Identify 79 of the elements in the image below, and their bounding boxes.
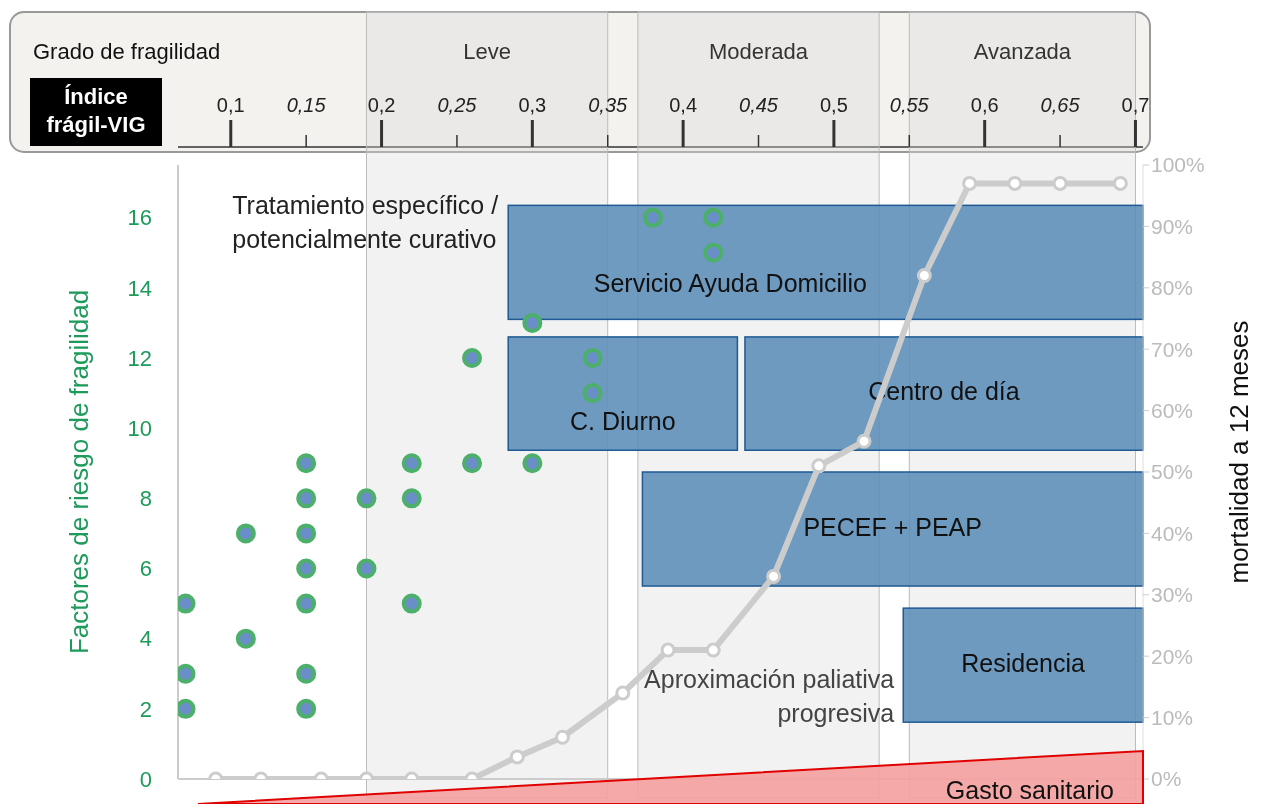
x-tick-label: 0,1: [216, 94, 245, 116]
x-tick-label: 0,35: [588, 94, 629, 116]
annotation: PECEF + PEAP: [803, 512, 982, 541]
x-tick-label: 0,65: [1040, 94, 1081, 116]
y-tick-label: 2: [139, 696, 152, 722]
x-tick-label: 0,3: [518, 94, 547, 116]
point: [703, 242, 724, 263]
y2-tick-label: 0%: [1151, 767, 1182, 791]
point: [1112, 175, 1128, 191]
point: [296, 453, 317, 474]
point: [522, 453, 543, 474]
y-tick-label: 8: [139, 486, 152, 512]
point: [296, 663, 317, 684]
y-tick-label: 14: [127, 275, 152, 301]
annotation: Aproximación paliativa progresiva: [644, 664, 895, 727]
x-tick-label: 0,7: [1121, 94, 1150, 116]
y2-tick-label: 30%: [1151, 583, 1194, 607]
y-tick-label: 12: [127, 345, 152, 371]
text: Grado de fragilidad: [33, 38, 221, 64]
x-tick-label: 0,5: [819, 94, 848, 116]
point: [462, 347, 483, 368]
point: [296, 698, 317, 719]
point: [296, 523, 317, 544]
point: [962, 175, 978, 191]
point: [296, 558, 317, 579]
point: [1007, 175, 1023, 191]
y2-tick-label: 40%: [1151, 521, 1194, 545]
annotation: Residencia: [961, 648, 1086, 677]
y2-tick-label: 80%: [1151, 276, 1194, 300]
point: [462, 453, 483, 474]
point: [235, 523, 256, 544]
point: [356, 488, 377, 509]
band-label: Moderada: [708, 38, 809, 64]
x-axis-title: Índice frágil-VIG: [46, 84, 146, 137]
y-tick-label: 0: [139, 766, 152, 792]
y2-tick-label: 100%: [1151, 153, 1205, 177]
y2-tick-label: 90%: [1151, 214, 1194, 238]
band-label: Leve: [463, 38, 511, 64]
band-label: Avanzada: [973, 38, 1072, 64]
point: [811, 458, 827, 474]
point: [916, 268, 932, 284]
point: [401, 488, 422, 509]
y-tick-label: 10: [127, 415, 152, 441]
point: [766, 568, 782, 584]
y2-tick-label: 10%: [1151, 706, 1194, 730]
y-tick-label: 6: [139, 556, 152, 582]
annotation: Gasto sanitario: [945, 775, 1114, 804]
point: [356, 558, 377, 579]
point: [582, 383, 603, 404]
y-axis-title: Factores de riesgo de fragilidad: [64, 289, 94, 655]
x-tick-label: 0,4: [669, 94, 698, 116]
y-tick-label: 16: [127, 205, 152, 231]
x-tick-label: 0,45: [739, 94, 779, 116]
annotation: Tratamiento específico / potencialmente curativo: [232, 191, 499, 254]
y-tick-label: 4: [139, 626, 152, 652]
x-tick-label: 0,55: [889, 94, 930, 116]
point: [582, 347, 603, 368]
point: [296, 488, 317, 509]
y2-tick-label: 70%: [1151, 337, 1194, 361]
point: [235, 628, 256, 649]
y2-tick-label: 50%: [1151, 460, 1194, 484]
point: [522, 312, 543, 333]
x-tick-label: 0,25: [437, 94, 478, 116]
y2-tick-label: 20%: [1151, 644, 1194, 668]
point: [401, 593, 422, 614]
y2-axis-title: mortalidad a 12 meses: [1224, 320, 1254, 584]
y2-tick-label: 60%: [1151, 399, 1194, 423]
point: [856, 433, 872, 449]
point: [1052, 175, 1068, 191]
x-tick-label: 0,2: [367, 94, 396, 116]
point: [703, 207, 724, 228]
annotation: C. Diurno: [570, 406, 676, 435]
x-tick-label: 0,6: [970, 94, 999, 116]
point: [401, 453, 422, 474]
x-tick-label: 0,15: [286, 94, 327, 116]
annotation: Servicio Ayuda Domicilio: [593, 268, 868, 297]
point: [642, 207, 663, 228]
annotation: Centro de día: [868, 377, 1020, 406]
point: [296, 593, 317, 614]
